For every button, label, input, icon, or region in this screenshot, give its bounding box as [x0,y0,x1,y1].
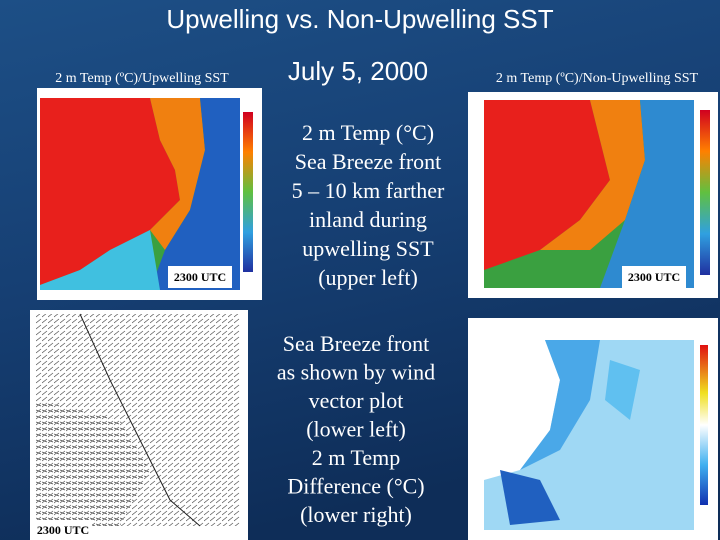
note-line: (upper left) [318,265,418,290]
time-label: 2300 UTC [628,270,680,284]
map-upper-left [37,88,262,300]
note-line: 2 m Temp (°C) [302,120,434,145]
title: Upwelling vs. Non-Upwelling SST [166,4,553,34]
note-line: (lower left) [306,417,406,442]
note-line: 2 m Temp [312,445,401,470]
time-label: 2300 UTC [37,523,89,537]
note-line: Difference (°C) [287,474,424,499]
note-line: as shown by wind [277,360,435,385]
note-line: vector plot [309,388,404,413]
map-upper-right [468,92,718,298]
note-line: Sea Breeze front [283,331,430,356]
note-line: 5 – 10 km farther [292,178,445,203]
time-label: 2300 UTC [476,323,528,337]
note-line: upwelling SST [302,236,434,261]
map-lower-right [468,318,718,540]
time-label: 2300 UTC [174,270,226,284]
panel-heading: 2 m Temp (ºC)/Non-Upwelling SST [496,71,699,86]
date: July 5, 2000 [288,56,428,86]
note-line: Sea Breeze front [295,149,442,174]
note-line: inland during [309,207,427,232]
note-line: (lower right) [300,502,412,527]
map-lower-left [30,310,248,540]
notes: 2 m Temp (°C) Sea Breeze front 5 – 10 km f… [277,120,445,527]
panel-heading: 2 m Temp (ºC)/Upwelling SST [55,71,229,86]
